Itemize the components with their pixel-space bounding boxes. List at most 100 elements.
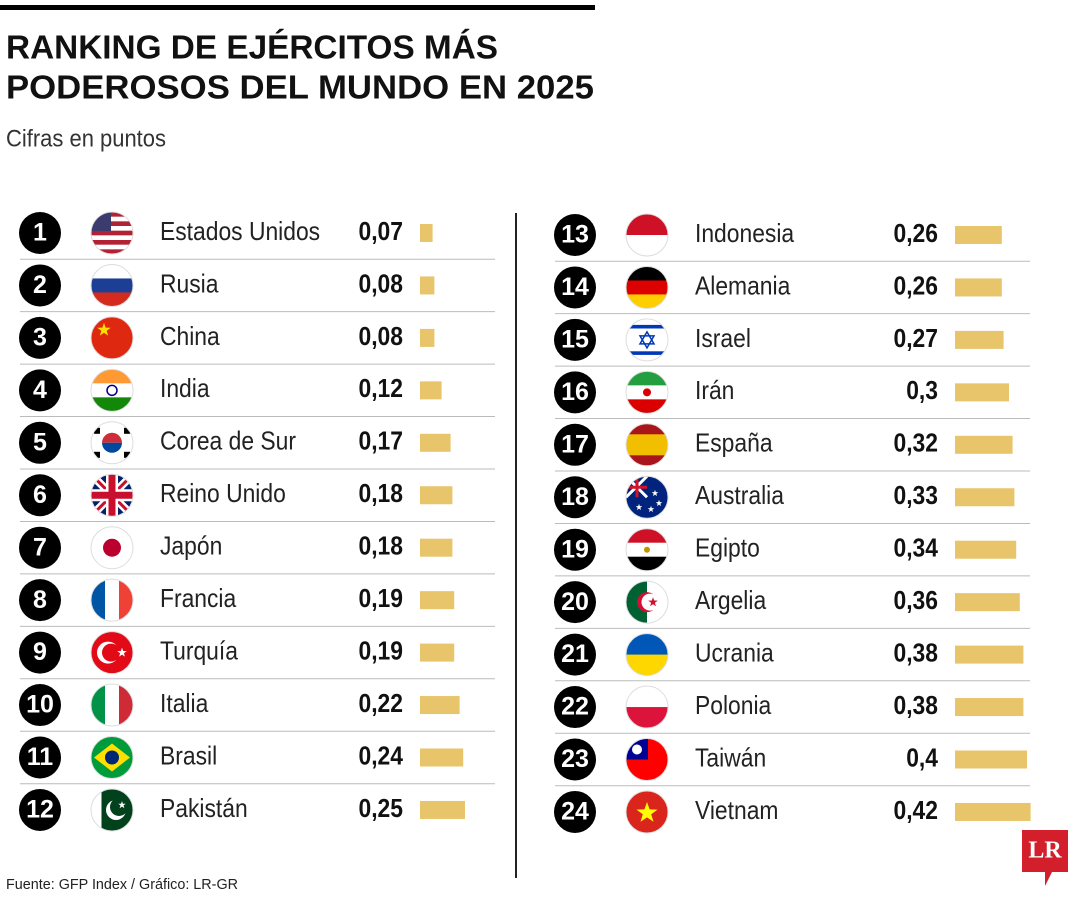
country-name: Argelia [695,587,767,616]
flag-ring [90,263,134,307]
row: 14 Alemania 0,26 [554,265,1030,315]
value-label: 0,22 [359,690,403,719]
flag [91,474,133,517]
value-label: 0,27 [894,324,938,353]
flag [626,686,668,729]
flag [626,581,668,624]
row: 6 Reino Unido 0,18 [19,473,495,522]
rank-badge [19,526,61,569]
value-label: 0,3 [906,377,938,406]
value-label: 0,38 [894,692,938,721]
country-name: Ucrania [695,639,774,668]
country-name: Japón [160,532,222,561]
rank: 22 [561,693,589,721]
flag-ring [625,265,669,309]
value-label: 0,19 [359,637,403,666]
row: 2 Rusia 0,08 [19,263,495,313]
row: 8 Francia 0,19 [19,578,495,627]
row: 23 Taiwán 0,4 [554,738,1030,787]
flag-ring [625,528,669,572]
flag [626,738,668,781]
rank-badge [19,421,61,464]
flag [626,476,668,519]
bar [955,226,1002,244]
country-name: Alemania [695,272,791,301]
flag [626,423,668,466]
row: 15 Israel 0,27 [554,318,1030,367]
flag-ring [625,633,669,677]
flag-ring [90,631,134,675]
rank: 16 [561,378,589,406]
rank: 4 [33,376,47,404]
rank: 12 [26,796,54,824]
rank: 19 [561,535,589,563]
country-name: Indonesia [695,220,795,249]
rank: 2 [33,271,47,299]
country-name: Vietnam [695,797,778,826]
rank-badge [554,371,596,414]
row: 17 España 0,32 [554,423,1030,472]
flag-ring [625,580,669,624]
value-label: 0,36 [894,587,938,616]
flag-ring [90,316,134,360]
chart-title: RANKING DE EJÉRCITOS MÁS [6,29,498,66]
rank: 14 [561,273,589,301]
flag-ring [90,788,134,832]
bar [420,800,465,819]
flag-ring [625,738,669,781]
country-name: Estados Unidos [160,218,320,247]
flag [626,371,668,414]
rank-badge [19,579,61,622]
value-label: 0,08 [359,322,403,351]
flag [91,788,133,831]
row: 9 Turquía 0,19 [19,631,495,680]
flag [91,684,133,727]
flag-ring [625,685,669,729]
flag-ring [625,213,669,257]
rank-badge [19,631,61,674]
rank-badge [19,212,61,254]
rank: 15 [561,326,589,354]
country-name: Australia [695,482,784,511]
rank: 18 [561,483,589,511]
flag [626,790,668,833]
rank-badge [554,476,596,519]
bar [420,748,464,767]
rank-badge [554,686,596,729]
bar [420,276,435,295]
rank-badge [554,214,596,256]
chart-subtitle: Cifras en puntos [6,125,166,152]
country-name: Egipto [695,534,760,563]
bar [420,591,455,610]
row: 19 Egipto 0,34 [554,528,1030,577]
rank-badge [554,528,596,571]
country-name: Italia [160,690,209,719]
rank: 9 [33,638,47,666]
country-name: Israel [695,324,751,353]
bar [420,696,460,715]
bar [420,486,453,505]
row: 12 Pakistán 0,25 [19,788,465,832]
top-rule [0,5,595,10]
flag-ring [625,370,669,414]
rank-badge [19,788,61,831]
bar [955,383,1009,402]
value-label: 0,33 [894,482,938,511]
row: 3 China 0,08 [19,316,495,365]
flag [91,369,133,412]
row: 21 Ucrania 0,38 [554,633,1030,682]
rows: 1 Estados Unidos 0,07 2 Rusia 0,08 3 China 0,08 4… [19,211,1031,834]
flag-ring [625,475,669,519]
row: 1 Estados Unidos 0,07 [19,211,495,260]
value-label: 0,42 [894,797,938,826]
rank-badge [554,423,596,466]
bar [955,750,1027,769]
bar [420,328,435,347]
rank: 11 [27,743,54,771]
rank: 3 [33,324,47,352]
flag [626,318,668,361]
value-label: 0,26 [894,220,938,249]
bar [955,540,1017,559]
country-name: España [695,429,773,458]
